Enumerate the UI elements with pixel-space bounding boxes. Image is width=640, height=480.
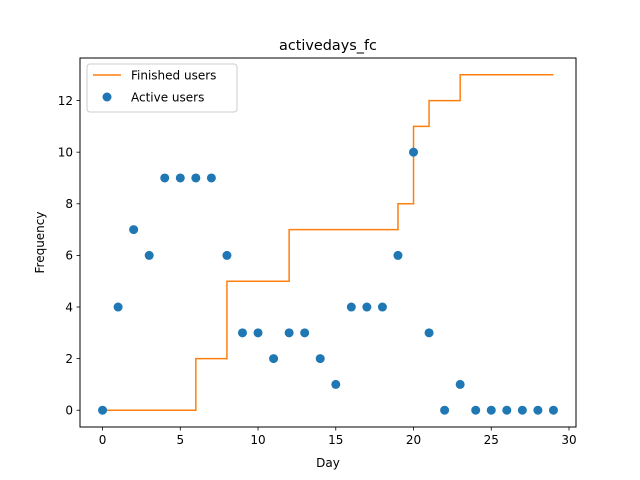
active-users-point: [440, 405, 450, 415]
active-users-point: [517, 405, 527, 415]
active-users-point: [113, 302, 123, 312]
x-tick-label: 5: [176, 433, 184, 447]
active-users-point: [502, 405, 512, 415]
legend-box: [86, 63, 238, 113]
y-tick-label: 2: [65, 352, 73, 366]
active-users-point: [191, 173, 201, 183]
active-users-point: [548, 405, 558, 415]
x-tick-label: 10: [250, 433, 265, 447]
active-users-point: [269, 354, 279, 364]
x-tick-label: 20: [406, 433, 421, 447]
active-users-point: [237, 328, 247, 338]
legend-label-finished-users: Finished users: [131, 69, 216, 83]
x-axis: 0 5 10 15 20 25 30: [99, 427, 577, 447]
active-users-point: [377, 302, 387, 312]
y-tick-label: 10: [58, 145, 73, 159]
active-users-point: [315, 354, 325, 364]
x-tick-label: 25: [484, 433, 499, 447]
active-users-point: [486, 405, 496, 415]
active-users-point: [98, 405, 108, 415]
finished-users-step-line: [102, 74, 554, 411]
active-users-point: [346, 302, 356, 312]
legend-label-active-users: Active users: [131, 91, 204, 105]
active-users-point: [393, 250, 403, 260]
y-tick-label: 0: [65, 404, 73, 418]
active-users-point: [300, 328, 310, 338]
active-users-point: [424, 328, 434, 338]
active-users-point: [253, 328, 263, 338]
x-tick-label: 15: [328, 433, 343, 447]
legend: Finished users Active users: [86, 63, 238, 113]
y-tick-label: 12: [58, 94, 73, 108]
active-users-point: [331, 379, 341, 389]
active-users-point: [175, 173, 185, 183]
legend-marker-active-users: [102, 92, 112, 102]
active-users-point: [362, 302, 372, 312]
plot-area: [98, 74, 558, 415]
active-users-point: [471, 405, 481, 415]
active-users-point: [533, 405, 543, 415]
x-tick-label: 30: [561, 433, 576, 447]
x-axis-label: Day: [316, 456, 340, 470]
active-users-point: [284, 328, 294, 338]
x-tick-label: 0: [99, 433, 107, 447]
active-users-point: [160, 173, 170, 183]
y-tick-label: 8: [65, 197, 73, 211]
y-axis-label: Frequency: [33, 212, 47, 274]
axes-frame: [79, 57, 577, 428]
active-users-point: [144, 250, 154, 260]
active-users-point: [206, 173, 216, 183]
y-tick-label: 4: [65, 300, 73, 314]
y-tick-label: 6: [65, 249, 73, 263]
active-users-point: [409, 147, 419, 157]
chart-title: activedays_fc: [279, 38, 377, 54]
active-users-point: [455, 379, 465, 389]
active-users-point: [129, 225, 139, 235]
y-axis: 0 2 4 6 8 10 12: [58, 94, 80, 418]
active-users-point: [222, 250, 232, 260]
